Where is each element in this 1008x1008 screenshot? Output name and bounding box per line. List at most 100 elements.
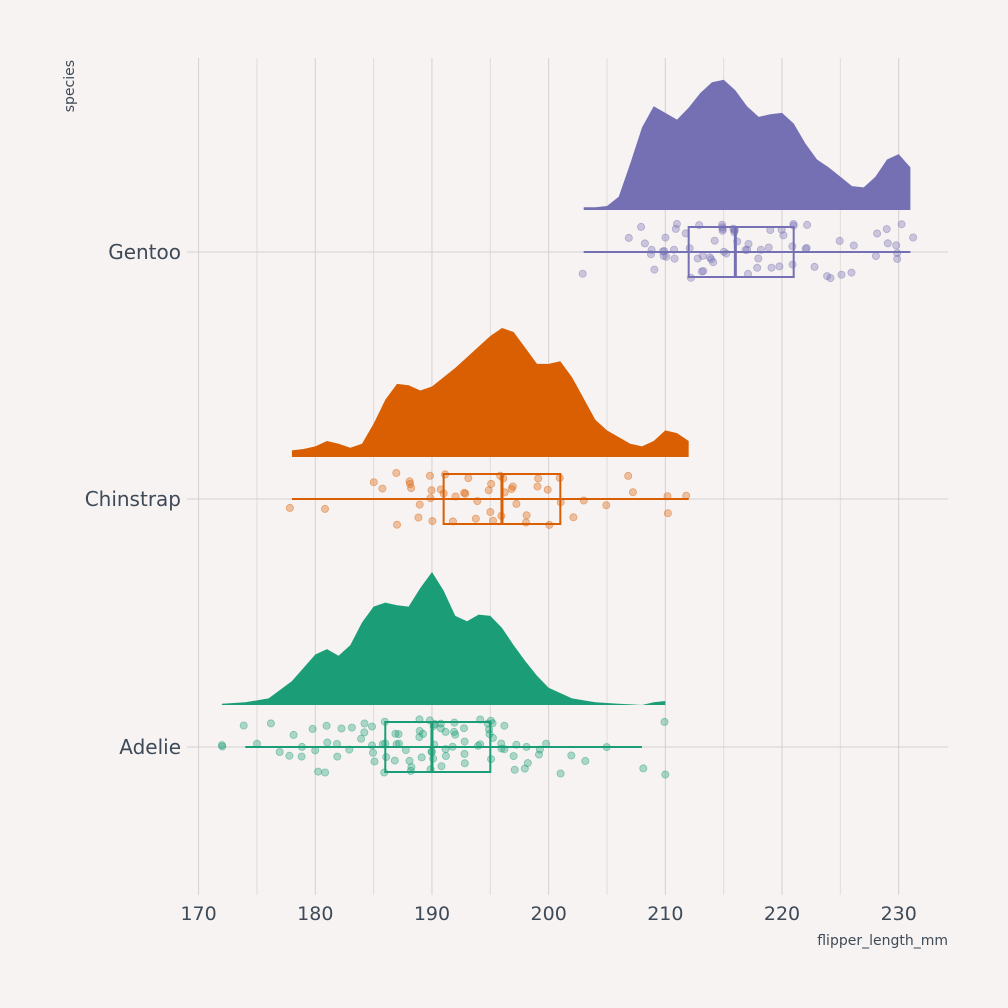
data-point	[360, 728, 369, 737]
data-point	[753, 263, 762, 272]
data-point	[602, 501, 611, 510]
data-point	[323, 738, 332, 747]
series-gentoo	[578, 79, 918, 283]
data-point	[332, 740, 341, 749]
data-point	[392, 740, 401, 749]
data-point	[567, 751, 576, 760]
data-point	[710, 236, 719, 245]
data-point	[507, 484, 516, 493]
data-point	[722, 249, 731, 258]
data-point	[437, 762, 446, 771]
data-point	[441, 745, 450, 754]
data-point	[436, 724, 445, 733]
data-point	[522, 742, 531, 751]
x-tick-label: 230	[881, 903, 917, 925]
data-point	[252, 739, 261, 748]
data-point	[802, 243, 811, 252]
density-cloud	[291, 328, 689, 457]
data-point	[428, 517, 437, 526]
data-point	[663, 492, 672, 501]
data-point	[871, 252, 880, 261]
data-point	[719, 247, 728, 256]
data-point	[425, 471, 434, 480]
data-point	[460, 749, 469, 758]
data-point	[650, 265, 659, 274]
data-point	[320, 504, 329, 513]
data-point	[637, 222, 646, 231]
data-point	[640, 239, 649, 248]
data-point	[698, 251, 707, 260]
data-point	[497, 739, 506, 748]
data-point	[569, 513, 578, 522]
data-point	[578, 269, 587, 278]
data-point	[699, 267, 708, 276]
data-point	[647, 245, 656, 254]
data-point	[533, 482, 542, 491]
data-point	[415, 500, 424, 509]
data-point	[741, 245, 750, 254]
data-point	[873, 229, 882, 238]
data-point	[321, 768, 330, 777]
data-point	[370, 757, 379, 766]
data-point	[500, 745, 509, 754]
data-point	[407, 763, 416, 772]
series-chinstrap	[285, 328, 691, 529]
data-point	[823, 272, 832, 281]
data-point	[685, 244, 694, 253]
data-point	[801, 244, 810, 253]
x-tick-label: 170	[180, 903, 216, 925]
data-point	[486, 507, 495, 516]
data-point	[754, 254, 763, 263]
data-point	[314, 767, 323, 776]
data-point	[367, 722, 376, 731]
data-point	[406, 766, 415, 775]
data-point	[535, 750, 544, 759]
data-point	[406, 479, 415, 488]
data-point	[767, 263, 776, 272]
data-point	[670, 245, 679, 254]
data-point	[788, 242, 797, 251]
data-point	[414, 513, 423, 522]
data-point	[624, 471, 633, 480]
data-point	[709, 258, 718, 267]
data-point	[441, 752, 450, 761]
x-tick-label: 210	[647, 903, 683, 925]
data-point	[239, 721, 248, 730]
data-point	[579, 496, 588, 505]
data-point	[849, 241, 858, 250]
data-point	[661, 233, 670, 242]
data-point	[418, 729, 427, 738]
data-point	[756, 245, 765, 254]
y-tick-label: Adelie	[119, 735, 181, 759]
data-point	[883, 239, 892, 248]
data-point	[660, 717, 669, 726]
x-tick-label: 190	[414, 903, 450, 925]
y-tick-label: Chinstrap	[85, 487, 181, 511]
data-point	[847, 268, 856, 277]
data-point	[485, 725, 494, 734]
data-point	[705, 253, 714, 262]
data-point	[893, 249, 902, 258]
data-point	[427, 486, 436, 495]
data-point	[322, 721, 331, 730]
data-point	[602, 743, 611, 752]
data-point	[500, 721, 509, 730]
data-point	[450, 727, 459, 736]
data-point	[448, 742, 457, 751]
data-point	[460, 759, 469, 768]
data-point	[308, 724, 317, 733]
data-point	[347, 723, 356, 732]
data-point	[459, 724, 468, 733]
data-point	[826, 274, 835, 283]
data-point	[512, 740, 521, 749]
data-point	[682, 491, 691, 500]
data-point	[471, 514, 480, 523]
data-point	[542, 739, 551, 748]
data-point	[426, 494, 435, 503]
data-point	[369, 478, 378, 487]
axes: 170 180 190 200 210 220 230 Adelie Chinstrap Gent…	[85, 240, 917, 925]
x-axis-title: flipper_length_mm	[817, 933, 948, 949]
data-point	[461, 489, 470, 498]
data-point	[285, 503, 294, 512]
